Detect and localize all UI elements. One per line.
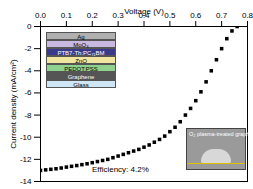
html-text:ZnO: ZnO [75,58,87,64]
svg-text:-12: -12 [20,155,32,164]
svg-text:-2: -2 [24,44,32,53]
html-text:PEDOT:PSS: PEDOT:PSS [64,66,98,72]
svg-text:0.7: 0.7 [216,11,228,20]
html-text:Graphene: Graphene [67,74,95,80]
svg-text:-4: -4 [24,66,32,75]
svg-text:0.5: 0.5 [164,11,176,20]
svg-text:0.3: 0.3 [113,11,125,20]
html-text:Glass: Glass [73,82,89,88]
svg-text:-6: -6 [24,88,32,97]
svg-text:0.8: 0.8 [242,11,253,20]
svg-text:0: 0 [27,22,32,31]
html-text:PTB7-Th:PC₇₁BM: PTB7-Th:PC₇₁BM [57,50,105,56]
html-text:Ag: Ag [77,34,85,40]
svg-text:0.2: 0.2 [87,11,99,20]
svg-text:-14: -14 [20,177,32,186]
svg-text:0.0: 0.0 [35,11,47,20]
svg-text:Voltage (V): Voltage (V) [124,7,164,16]
svg-text:-8: -8 [24,111,32,120]
svg-text:0.1: 0.1 [61,11,73,20]
html-text:Efficiency: 4.2%: Efficiency: 4.2% [92,165,149,174]
svg-text:0.6: 0.6 [190,11,202,20]
svg-text:Current density (mA/cm²): Current density (mA/cm²) [9,59,18,149]
svg-text:-10: -10 [20,133,32,142]
html-text:MoO₃: MoO₃ [73,42,89,48]
